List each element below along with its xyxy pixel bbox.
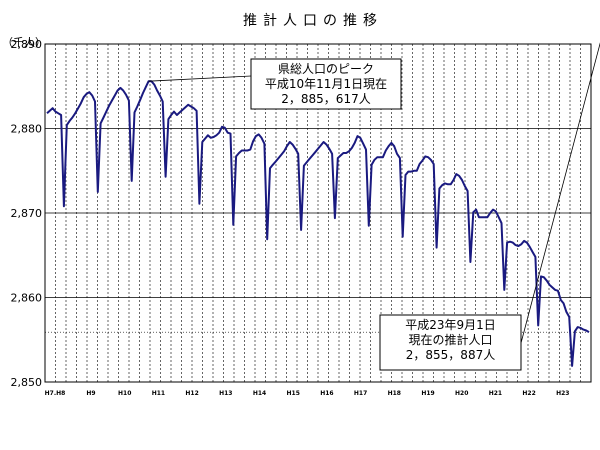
x-tick-label: H13 [219, 390, 232, 397]
x-tick-label: H7.H8 [45, 390, 66, 397]
annotation-text: 平成10年11月1日現在 [265, 77, 387, 91]
annotation-text: 県総人口のピーク [278, 62, 374, 76]
annotation-box [250, 58, 402, 110]
y-tick-label: 2,870 [11, 207, 43, 220]
annotation-leader [520, 42, 600, 344]
plot-frame [44, 43, 592, 383]
x-tick-label: H23 [556, 390, 569, 397]
series [46, 80, 590, 367]
x-tick-label: H17 [354, 390, 367, 397]
y-tick-label: 2,850 [11, 376, 43, 389]
x-tick-label: H19 [421, 390, 434, 397]
x-tick-label: H12 [185, 390, 198, 397]
x-tick-label: H9 [86, 390, 95, 397]
x-tick-label: H15 [287, 390, 300, 397]
y-axis-unit: （千人） [2, 36, 46, 49]
chart-title: 推計人口の推移 [243, 13, 383, 29]
population-line [46, 80, 590, 367]
annotation-text: 平成23年9月1日 [405, 318, 496, 332]
x-tick-label: H11 [152, 390, 165, 397]
x-tick-label: H20 [455, 390, 468, 397]
x-tick-label: H10 [118, 390, 131, 397]
y-tick-label: 2,890 [11, 38, 43, 51]
x-axis-ticks: H7.H8 H9 H10 H11 H12 H13 H14 H15 H16 H17 H18 H19 H20… [45, 390, 570, 397]
x-tick-label: H16 [320, 390, 333, 397]
x-tick-label: H21 [489, 390, 502, 397]
annotation-box [379, 314, 522, 371]
y-tick-label: 2,860 [11, 292, 43, 305]
annotation-text: 2，855，887人 [406, 348, 495, 362]
y-axis-ticks: 2,850 2,860 2,870 2,880 2,890 [11, 38, 43, 389]
annotation-text: 現在の推計人口 [408, 332, 492, 347]
annotation-text: 2，885，617人 [281, 92, 370, 106]
annotation-leader [148, 75, 252, 82]
y-tick-label: 2,880 [11, 123, 43, 136]
x-tick-label: H14 [253, 390, 266, 397]
x-tick-label: H22 [522, 390, 535, 397]
x-tick-label: H18 [388, 390, 401, 397]
annotations: 県総人口のピーク平成10年11月1日現在2，885，617人平成23年9月1日現… [148, 42, 600, 371]
